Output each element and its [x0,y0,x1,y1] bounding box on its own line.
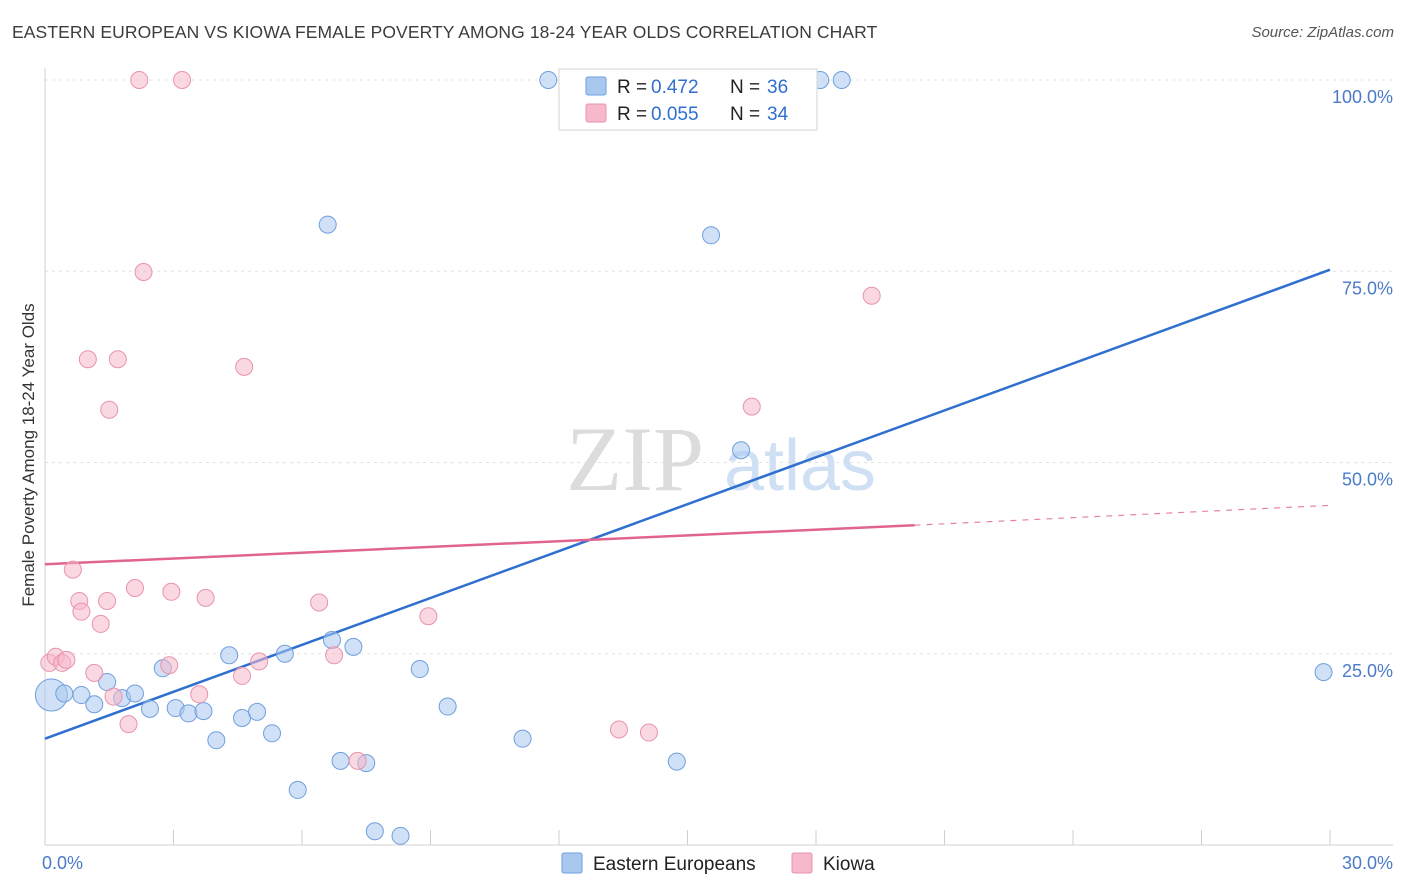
point-eastern-european [275,644,294,663]
watermark-atlas: atlas [724,426,876,506]
point-eastern-european [194,702,213,721]
point-kiowa [119,715,138,734]
point-kiowa [91,614,110,633]
point-kiowa [173,71,192,89]
y-tick-label: 75.0% [1342,278,1393,298]
point-kiowa [78,350,97,369]
legend-n-value: 36 [767,77,788,98]
point-eastern-european [344,637,363,656]
point-kiowa [57,650,76,669]
point-kiowa [85,663,104,682]
point-eastern-european [322,630,341,649]
point-eastern-european [438,697,457,716]
legend-r-value: 0.055 [651,104,699,125]
legend-n-label: N = [730,104,760,125]
series-legend-swatch-eastern [561,852,583,874]
point-kiowa [325,646,344,665]
point-kiowa [190,685,209,704]
point-eastern-european [732,441,751,460]
legend-swatch-kiowa [585,103,607,123]
point-eastern-european [140,699,159,718]
axes [44,68,1393,846]
y-tick-labels: 25.0% 50.0% 75.0% 100.0% [1332,87,1393,681]
legend-n-value: 34 [767,104,789,125]
y-tick-label: 25.0% [1342,661,1393,681]
point-kiowa [419,607,438,626]
y-tick-label: 50.0% [1342,470,1393,490]
chart-title: EASTERN EUROPEAN VS KIOWA FEMALE POVERTY… [12,22,878,42]
point-kiowa [196,588,215,607]
point-kiowa [233,666,252,685]
point-kiowa [310,593,329,612]
x-tick-label: 30.0% [1342,853,1393,873]
point-kiowa [609,720,628,739]
point-eastern-european [832,71,851,89]
point-kiowa [348,751,367,770]
point-kiowa [72,602,91,621]
point-eastern-european [248,702,267,721]
y-tick-label: 100.0% [1332,87,1393,107]
series-legend-label-kiowa: Kiowa [823,854,875,875]
series-legend-label-eastern: Eastern Europeans [593,854,756,875]
point-kiowa [160,656,179,675]
point-eastern-european [318,215,337,234]
chart-source: Source: ZipAtlas.com [1251,24,1394,41]
point-kiowa [108,350,127,369]
point-eastern-european [85,695,104,714]
point-eastern-european [55,684,74,703]
point-kiowa [104,687,123,706]
point-eastern-european [410,660,429,679]
point-eastern-european [233,709,252,728]
point-kiowa [235,357,254,376]
stats-legend: R = 0.472 N = 36 R = 0.055 N = 34 [558,68,818,131]
point-kiowa [250,652,269,671]
point-eastern-european [1314,663,1333,682]
point-eastern-european [207,731,226,750]
point-eastern-european [667,752,686,771]
trend-line-kiowa [44,523,915,566]
x-tick-labels: 0.0% 30.0% [42,853,1393,873]
point-kiowa [742,397,761,416]
y-axis-label: Female Poverty Among 18-24 Year Olds [19,303,38,606]
series-legend: Eastern Europeans Kiowa [561,852,875,875]
point-kiowa [134,263,153,282]
point-eastern-european [365,822,384,841]
point-eastern-european [539,71,558,89]
watermark-zip: ZIP [566,408,704,510]
series-legend-swatch-kiowa [791,852,813,874]
point-eastern-european [125,684,144,703]
point-eastern-european [220,646,239,665]
point-eastern-european [391,826,410,845]
point-eastern-european [263,724,282,743]
point-kiowa [100,400,119,419]
data-points [34,71,1333,845]
point-eastern-european [513,729,532,748]
point-kiowa [639,723,658,742]
x-tick-label: 0.0% [42,853,83,873]
legend-r-value: 0.472 [651,77,699,98]
legend-r-label: R = [617,104,647,125]
point-kiowa [130,71,149,89]
legend-n-label: N = [730,77,760,98]
point-kiowa [162,582,181,601]
point-eastern-european [288,780,307,799]
point-eastern-european [331,751,350,770]
legend-swatch-eastern [585,76,607,96]
point-kiowa [63,560,82,579]
trend-line-kiowa-extension [914,504,1331,526]
point-kiowa [125,578,144,597]
point-kiowa [862,286,881,305]
point-kiowa [98,591,117,610]
point-eastern-european [702,226,721,245]
point-eastern-european [72,686,91,705]
point-eastern-european [179,704,198,723]
legend-r-label: R = [617,77,647,98]
